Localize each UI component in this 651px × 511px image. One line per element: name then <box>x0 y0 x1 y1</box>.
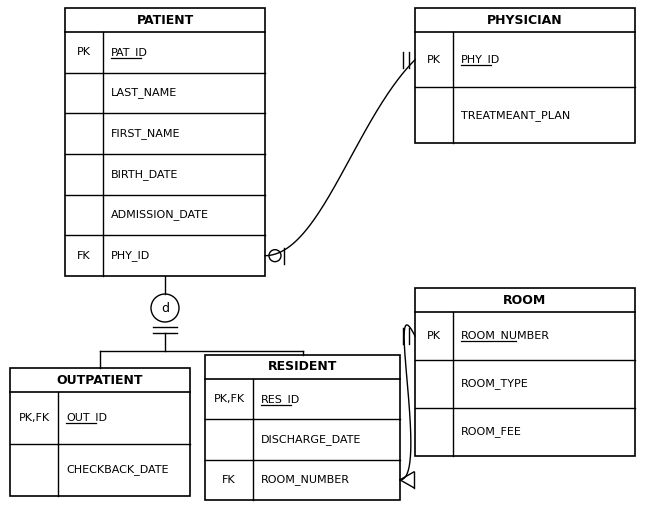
Bar <box>65 8 265 276</box>
Text: PAT_ID: PAT_ID <box>111 47 148 58</box>
Text: TREATMEANT_PLAN: TREATMEANT_PLAN <box>461 110 570 121</box>
Bar <box>415 8 635 143</box>
Text: DISCHARGE_DATE: DISCHARGE_DATE <box>261 434 361 445</box>
Text: ROOM_FEE: ROOM_FEE <box>461 427 522 437</box>
Text: ROOM_NUMBER: ROOM_NUMBER <box>461 331 550 341</box>
Text: ROOM_NUMBER: ROOM_NUMBER <box>261 474 350 485</box>
Bar <box>205 355 400 500</box>
Text: FK: FK <box>77 251 90 261</box>
Text: CHECKBACK_DATE: CHECKBACK_DATE <box>66 464 169 475</box>
Text: d: d <box>161 301 169 314</box>
Text: OUT_ID: OUT_ID <box>66 412 107 424</box>
Text: PHY_ID: PHY_ID <box>111 250 150 261</box>
Text: LAST_NAME: LAST_NAME <box>111 87 177 99</box>
Text: OUTPATIENT: OUTPATIENT <box>57 374 143 386</box>
Text: ROOM_TYPE: ROOM_TYPE <box>461 379 529 389</box>
Bar <box>415 288 635 456</box>
Text: ROOM: ROOM <box>503 293 547 307</box>
Text: RESIDENT: RESIDENT <box>268 360 337 374</box>
Text: PHY_ID: PHY_ID <box>461 54 500 65</box>
Text: PK,FK: PK,FK <box>214 394 245 404</box>
Text: PHYSICIAN: PHYSICIAN <box>487 13 563 27</box>
Bar <box>10 368 190 496</box>
Text: PATIENT: PATIENT <box>136 13 193 27</box>
Text: FK: FK <box>222 475 236 485</box>
Text: PK: PK <box>77 48 91 57</box>
Text: RES_ID: RES_ID <box>261 393 300 405</box>
Text: ADMISSION_DATE: ADMISSION_DATE <box>111 210 209 220</box>
Text: PK: PK <box>427 331 441 341</box>
Text: PK: PK <box>427 55 441 65</box>
Text: BIRTH_DATE: BIRTH_DATE <box>111 169 178 180</box>
Text: FIRST_NAME: FIRST_NAME <box>111 128 180 139</box>
Text: PK,FK: PK,FK <box>18 413 49 423</box>
